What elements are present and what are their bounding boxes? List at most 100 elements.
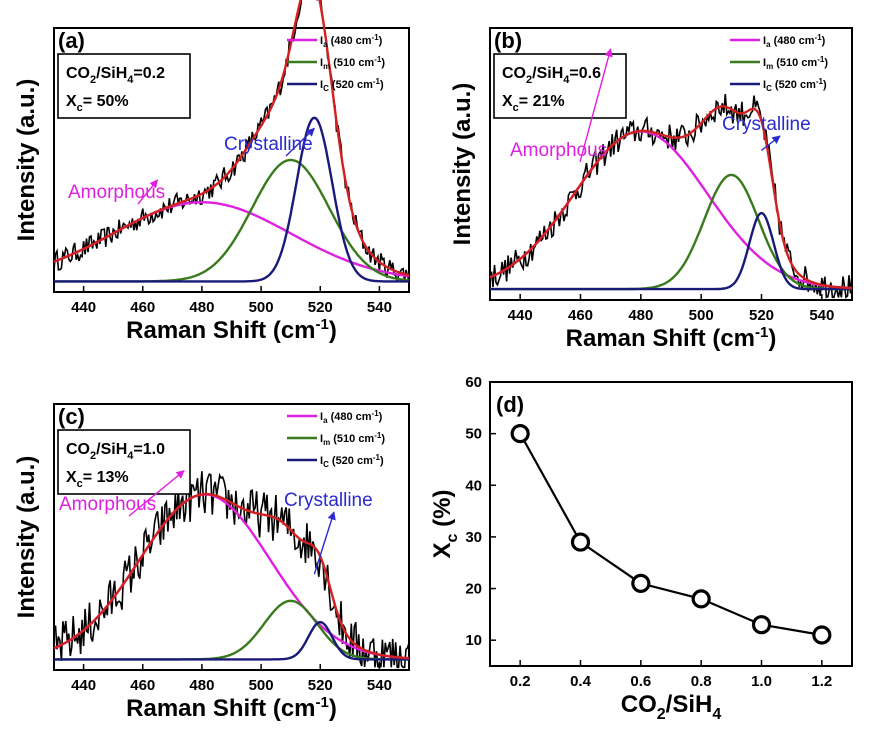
x-axis-title-main: Raman Shift (cm bbox=[126, 317, 315, 344]
legend-label: Im (510 cm-1) bbox=[320, 431, 385, 447]
x-axis-title: Raman Shift (cm-1) bbox=[566, 324, 777, 352]
legend-label: IC (520 cm-1) bbox=[320, 453, 384, 469]
x-axis-title-sup: -1 bbox=[316, 316, 329, 333]
data-point bbox=[691, 589, 711, 609]
legend-label-sub: C bbox=[323, 84, 329, 93]
info-ratio-part: CO bbox=[66, 441, 90, 458]
x-tick-label: 480 bbox=[189, 299, 214, 316]
info-xc: Xc= 21% bbox=[502, 93, 565, 114]
y-tick-label: 50 bbox=[465, 426, 482, 443]
y-axis-title: Intensity (a.u.) bbox=[13, 79, 40, 242]
crystalline-peak-line bbox=[490, 211, 852, 291]
x-axis-title-main: Raman Shift (cm bbox=[566, 325, 755, 352]
x-tick-label: 540 bbox=[367, 677, 392, 694]
legend-label-part: ) bbox=[381, 433, 385, 445]
info-xc-value: = 50% bbox=[83, 93, 129, 110]
amorphous-peak-line bbox=[53, 200, 410, 278]
x-axis-title-sup: -1 bbox=[316, 694, 329, 711]
legend-label-part: I bbox=[320, 433, 323, 445]
info-ratio-sub: 2 bbox=[526, 74, 532, 86]
x-tick-label: 480 bbox=[628, 307, 653, 324]
info-ratio: CO2/SiH4=0.2 bbox=[66, 65, 165, 86]
legend-label-sub: a bbox=[766, 40, 771, 49]
x-tick-label: 540 bbox=[809, 307, 834, 324]
legend-label-part: I bbox=[763, 35, 766, 47]
legend-label-sup: -1 bbox=[817, 55, 825, 64]
info-box bbox=[493, 53, 627, 119]
y-tick-label: 30 bbox=[465, 529, 482, 546]
info-ratio-part: /SiH bbox=[532, 65, 563, 82]
x-axis-title-main: Raman Shift (cm bbox=[126, 695, 315, 722]
legend-label-part: ) bbox=[379, 411, 383, 423]
legend-label-part: (510 cm bbox=[330, 57, 374, 69]
info-xc: Xc= 50% bbox=[66, 93, 129, 114]
legend-label-part: ) bbox=[380, 455, 384, 467]
legend-label: IC (520 cm-1) bbox=[320, 77, 384, 93]
info-ratio: CO2/SiH4=0.6 bbox=[502, 65, 601, 86]
info-ratio-value: =0.6 bbox=[569, 65, 601, 82]
x-axis-title: CO2/SiH4 bbox=[621, 691, 722, 723]
crystalline-arrow bbox=[313, 511, 336, 575]
crystalline-arrow bbox=[761, 135, 781, 151]
legend-label-part: I bbox=[320, 57, 323, 69]
legend-label-part: I bbox=[763, 79, 766, 91]
legend-label-part: (480 cm bbox=[328, 35, 372, 47]
legend-label: Ia (480 cm-1) bbox=[763, 33, 826, 49]
plot-frame bbox=[53, 27, 410, 293]
y-tick-label: 20 bbox=[465, 581, 482, 598]
data-point bbox=[510, 424, 530, 444]
legend-label-sup: -1 bbox=[373, 77, 381, 86]
panel-label: (c) bbox=[58, 404, 85, 429]
x-axis-title-part: CO bbox=[621, 691, 657, 718]
info-ratio-sub: 4 bbox=[127, 450, 134, 462]
legend-label: Ia (480 cm-1) bbox=[320, 33, 383, 49]
x-tick-label: 0.6 bbox=[630, 673, 651, 690]
info-ratio-value: =0.2 bbox=[133, 65, 165, 82]
legend-label-part: (510 cm bbox=[330, 433, 374, 445]
x-tick-label: 500 bbox=[249, 677, 274, 694]
crystalline-annotation: Crystalline bbox=[224, 134, 313, 155]
legend-label-sub: m bbox=[323, 438, 330, 447]
x-tick-label: 460 bbox=[130, 299, 155, 316]
x-tick-label: 440 bbox=[71, 677, 96, 694]
x-axis-title: Raman Shift (cm-1) bbox=[126, 316, 337, 344]
plot-frame bbox=[53, 403, 410, 671]
legend-label: Im (510 cm-1) bbox=[763, 55, 828, 71]
legend-label-sub: C bbox=[766, 84, 772, 93]
amorphous-annotation: Amorphous bbox=[510, 140, 607, 161]
legend-label-sub: m bbox=[766, 62, 773, 71]
info-ratio-part: CO bbox=[502, 65, 526, 82]
x-tick-label: 500 bbox=[249, 299, 274, 316]
data-point bbox=[812, 625, 832, 645]
legend-label-sub: C bbox=[323, 460, 329, 469]
info-xc-sub: c bbox=[77, 102, 83, 114]
x-tick-label: 0.8 bbox=[691, 673, 712, 690]
legend-label-part: ) bbox=[380, 79, 384, 91]
legend-label-sub: a bbox=[323, 416, 328, 425]
info-ratio-part: /SiH bbox=[96, 441, 127, 458]
data-point bbox=[570, 532, 591, 552]
info-ratio-sub: 2 bbox=[90, 74, 96, 86]
panel-label: (b) bbox=[494, 28, 522, 53]
y-axis-title-part: (%) bbox=[429, 490, 456, 534]
x-tick-label: 520 bbox=[749, 307, 774, 324]
info-xc-part: X bbox=[66, 469, 77, 486]
legend-label-part: ) bbox=[822, 35, 826, 47]
legend-label-sup: -1 bbox=[372, 33, 380, 42]
panel-label: (d) bbox=[496, 392, 524, 417]
legend-label-sup: -1 bbox=[374, 55, 382, 64]
legend-label-part: I bbox=[320, 411, 323, 423]
legend-label: IC (520 cm-1) bbox=[763, 77, 827, 93]
info-ratio-part: CO bbox=[66, 65, 90, 82]
x-axis-title: Raman Shift (cm-1) bbox=[126, 694, 337, 722]
info-ratio-value: =1.0 bbox=[133, 441, 165, 458]
info-xc-value: = 13% bbox=[83, 469, 129, 486]
crystalline-annotation: Crystalline bbox=[284, 490, 373, 511]
y-tick-label: 60 bbox=[465, 374, 482, 391]
x-tick-label: 500 bbox=[689, 307, 714, 324]
amorphous-annotation: Amorphous bbox=[59, 494, 156, 515]
x-tick-label: 1.2 bbox=[811, 673, 832, 690]
amorphous-annotation: Amorphous bbox=[68, 182, 165, 203]
